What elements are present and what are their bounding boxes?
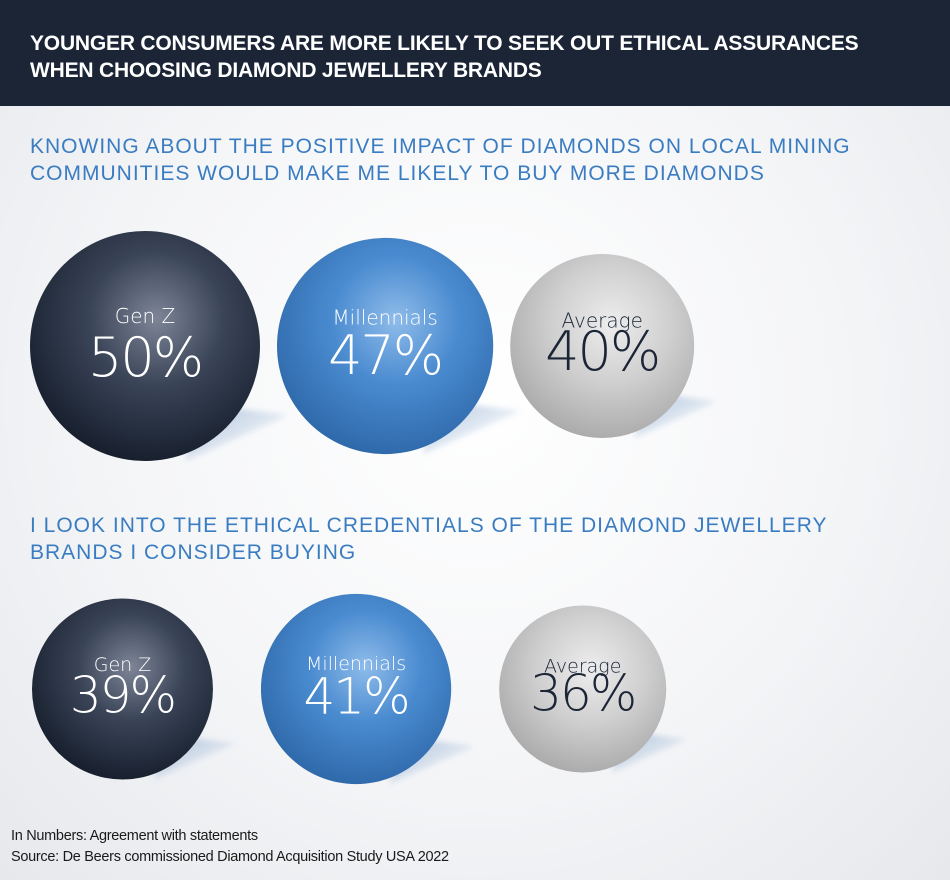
- bubble-millennials-2: [260, 593, 452, 785]
- chart-title-1: KNOWING ABOUT THE POSITIVE IMPACT OF DIA…: [30, 135, 851, 185]
- bubble-value-genz-2: 39%: [70, 667, 175, 725]
- bubble-label-average-2: Average: [544, 655, 621, 677]
- bubble-label-genz-2: Gen Z: [94, 654, 152, 676]
- bubble-value-average-1: 40%: [545, 320, 659, 383]
- chart-title-2: I LOOK INTO THE ETHICAL CREDENTIALS OF T…: [30, 514, 828, 564]
- bubble-average-2: [499, 605, 667, 773]
- bubble-value-average-2: 36%: [530, 665, 635, 723]
- bubble-average-1: [510, 254, 695, 438]
- bubble-millennials-1: [277, 237, 494, 455]
- bubble-genz-2: [32, 598, 213, 780]
- header-banner: YOUNGER CONSUMERS ARE MORE LIKELY TO SEE…: [0, 0, 950, 106]
- bubble-label-millennials-1: Millennials: [332, 305, 437, 329]
- bubble-value-genz-1: 50%: [88, 326, 202, 389]
- footer: In Numbers: Agreement with statements So…: [11, 826, 449, 868]
- bubble-value-millennials-1: 47%: [328, 324, 442, 387]
- bubble-label-average-1: Average: [561, 309, 642, 333]
- footnote-statement: In Numbers: Agreement with statements: [11, 828, 258, 844]
- bubble-label-millennials-2: Millennials: [306, 653, 406, 675]
- bubble-value-millennials-2: 41%: [304, 668, 409, 726]
- bubble-label-genz-1: Gen Z: [115, 304, 176, 328]
- footnote-source: Source: De Beers commissioned Diamond Ac…: [11, 849, 449, 865]
- page-title: YOUNGER CONSUMERS ARE MORE LIKELY TO SEE…: [30, 32, 859, 82]
- bubble-genz-1: [30, 231, 260, 461]
